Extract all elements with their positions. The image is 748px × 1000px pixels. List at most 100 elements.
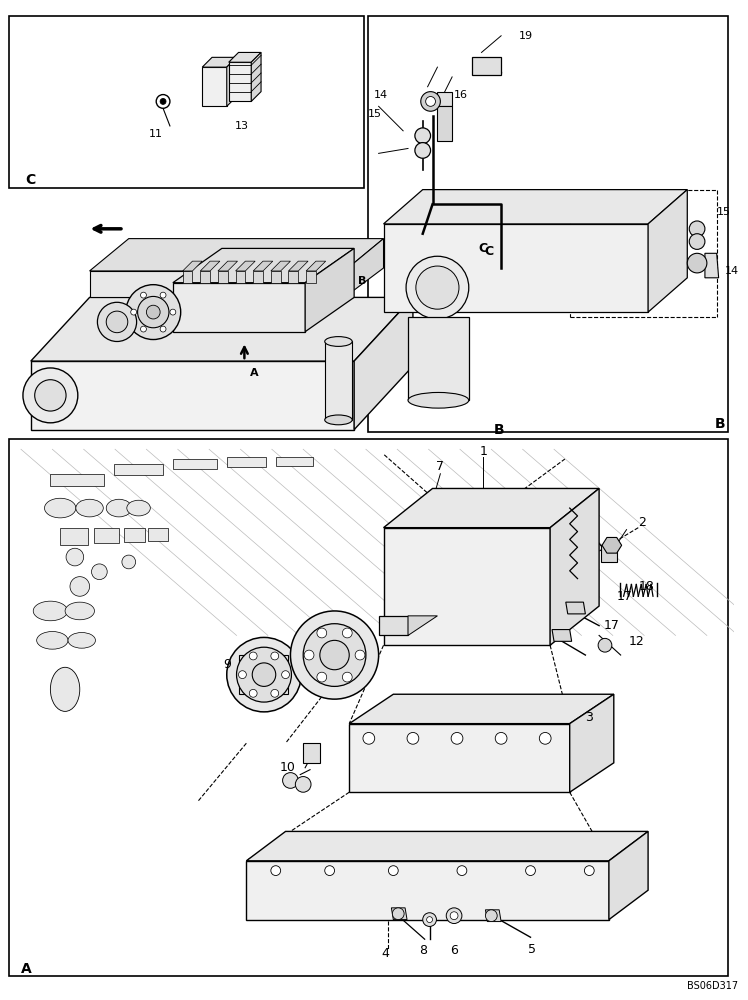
Circle shape [106, 311, 128, 333]
Polygon shape [238, 655, 290, 694]
Circle shape [415, 143, 431, 158]
Circle shape [66, 548, 84, 566]
Circle shape [317, 628, 327, 638]
Polygon shape [570, 694, 614, 792]
Circle shape [689, 234, 705, 249]
Polygon shape [305, 248, 354, 332]
Circle shape [252, 663, 276, 686]
Circle shape [406, 256, 469, 319]
Text: 16: 16 [454, 90, 468, 100]
Polygon shape [306, 261, 325, 271]
Ellipse shape [127, 500, 150, 516]
Circle shape [415, 128, 431, 144]
Text: 17: 17 [604, 619, 620, 632]
Text: 11: 11 [149, 129, 163, 139]
Polygon shape [90, 239, 384, 271]
Circle shape [485, 910, 497, 922]
Polygon shape [565, 602, 586, 614]
Circle shape [282, 671, 289, 679]
Ellipse shape [76, 499, 103, 517]
Circle shape [239, 671, 246, 679]
Polygon shape [251, 52, 261, 101]
Circle shape [320, 640, 349, 670]
Polygon shape [349, 694, 614, 724]
Ellipse shape [37, 632, 68, 649]
Polygon shape [601, 545, 617, 562]
Circle shape [295, 777, 311, 792]
Circle shape [160, 292, 166, 298]
Ellipse shape [50, 667, 80, 711]
Circle shape [689, 221, 705, 237]
Text: BS06D317: BS06D317 [687, 981, 738, 991]
Circle shape [304, 650, 314, 660]
Polygon shape [438, 106, 452, 141]
Polygon shape [202, 57, 236, 67]
Polygon shape [173, 283, 305, 332]
Ellipse shape [325, 415, 352, 425]
Text: 17: 17 [617, 590, 633, 603]
Circle shape [303, 624, 366, 686]
Circle shape [363, 732, 375, 744]
Ellipse shape [65, 602, 94, 620]
Bar [9, 439, 729, 976]
Text: A: A [250, 368, 259, 378]
Text: 5: 5 [529, 943, 536, 956]
Bar [124, 528, 145, 542]
Polygon shape [246, 861, 609, 920]
Text: 18: 18 [638, 580, 654, 593]
Circle shape [343, 628, 352, 638]
Circle shape [126, 285, 181, 340]
Text: B: B [493, 423, 504, 437]
Circle shape [141, 292, 147, 298]
Circle shape [34, 380, 66, 411]
Bar [368, 16, 729, 432]
Polygon shape [349, 724, 570, 792]
Circle shape [290, 611, 378, 699]
Circle shape [687, 253, 707, 273]
Polygon shape [254, 271, 263, 283]
Polygon shape [200, 261, 220, 271]
Text: 1: 1 [479, 445, 488, 458]
Circle shape [457, 866, 467, 876]
Circle shape [170, 309, 176, 315]
Circle shape [426, 97, 435, 106]
Polygon shape [609, 831, 648, 920]
Circle shape [249, 652, 257, 660]
Polygon shape [344, 239, 384, 297]
Circle shape [236, 647, 292, 702]
Circle shape [421, 92, 441, 111]
Circle shape [23, 368, 78, 423]
Text: 19: 19 [519, 31, 533, 41]
Circle shape [416, 266, 459, 309]
Circle shape [97, 302, 137, 341]
Ellipse shape [44, 498, 76, 518]
Polygon shape [90, 271, 344, 297]
Polygon shape [218, 261, 238, 271]
Polygon shape [306, 271, 316, 283]
Bar [50, 474, 104, 486]
Circle shape [343, 672, 352, 682]
Circle shape [495, 732, 507, 744]
Polygon shape [183, 271, 192, 283]
Polygon shape [648, 190, 687, 312]
Polygon shape [552, 630, 571, 641]
Text: 9: 9 [223, 658, 230, 671]
Circle shape [249, 689, 257, 697]
Text: 6: 6 [450, 944, 458, 957]
Polygon shape [384, 528, 550, 645]
Polygon shape [31, 361, 354, 430]
Polygon shape [384, 190, 687, 224]
Text: 15: 15 [717, 207, 731, 217]
Polygon shape [271, 261, 290, 271]
Polygon shape [550, 488, 599, 645]
Ellipse shape [106, 499, 132, 517]
Polygon shape [354, 297, 413, 430]
Polygon shape [218, 271, 227, 283]
Text: B: B [358, 276, 367, 286]
Circle shape [122, 555, 135, 569]
Circle shape [526, 866, 536, 876]
Text: 2: 2 [638, 516, 646, 529]
Text: C: C [484, 245, 493, 258]
Bar [408, 317, 469, 400]
Circle shape [450, 912, 458, 920]
